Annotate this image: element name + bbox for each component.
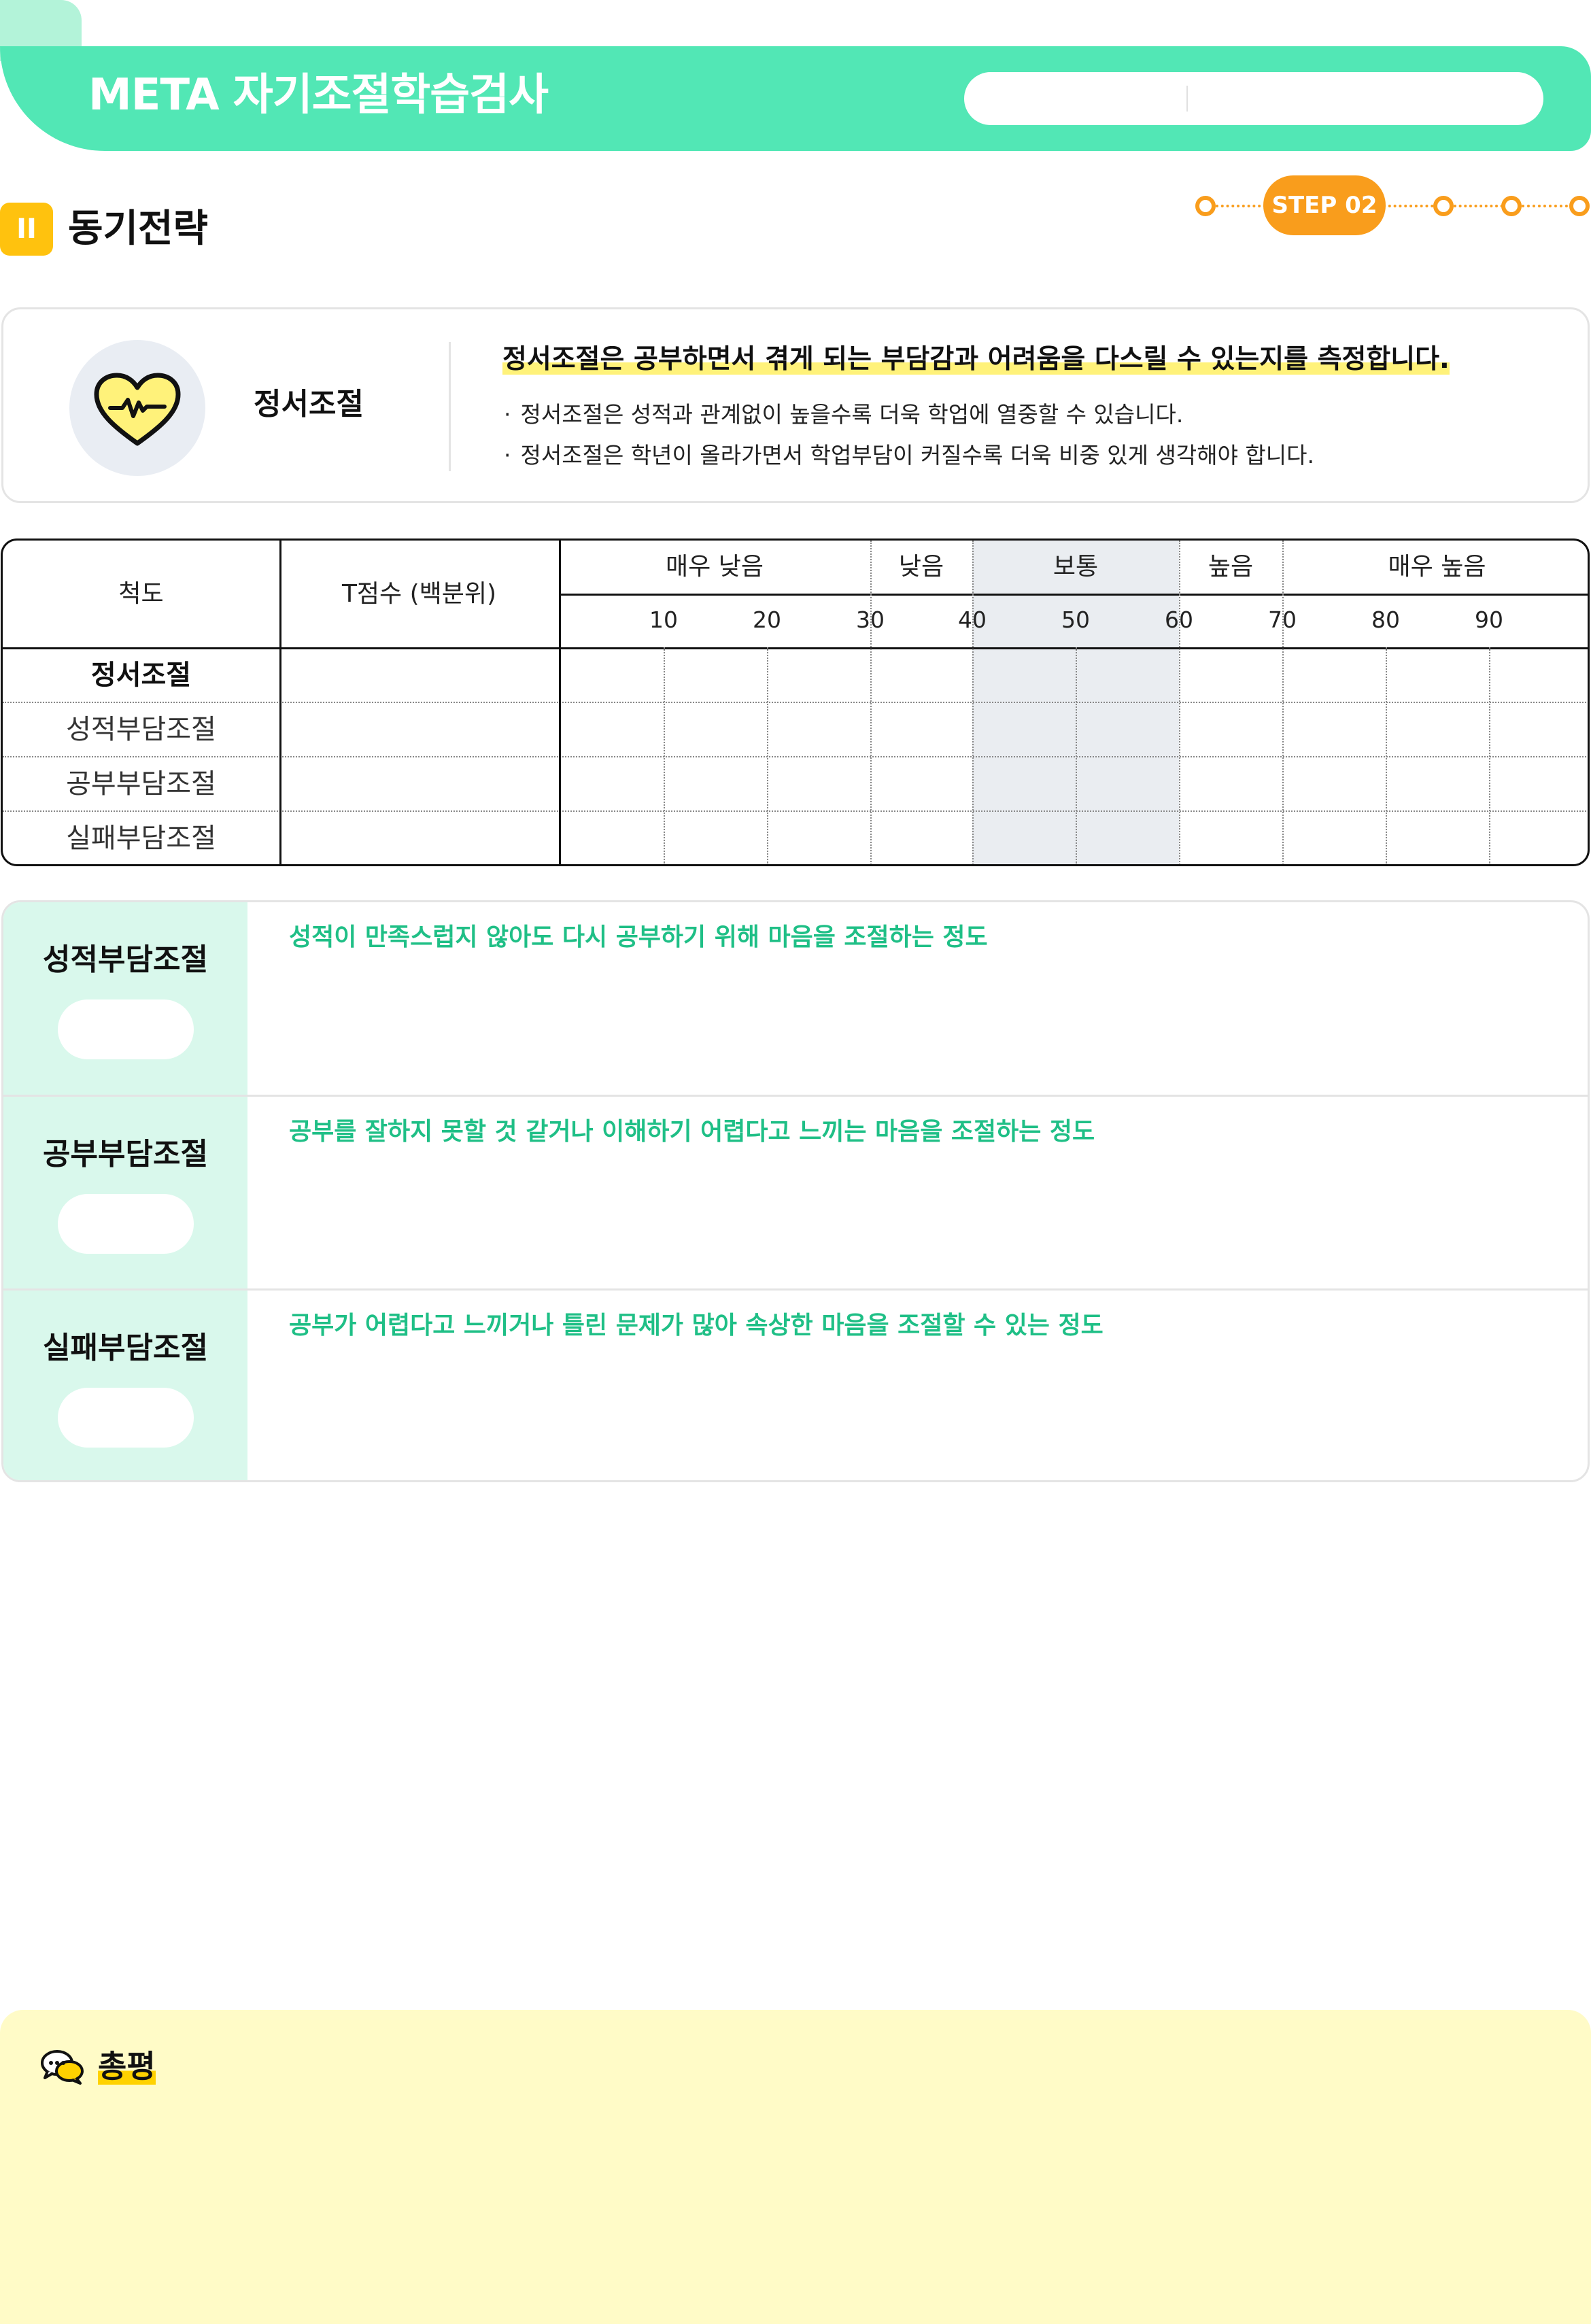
table-rule: [664, 647, 665, 864]
subscale-name: 성적부담조절: [43, 942, 208, 977]
table-rule: [1179, 541, 1180, 864]
step-connector: [1522, 205, 1579, 207]
subscale-name: 공부부담조절: [43, 1137, 208, 1172]
intro-bullet: 정서조절은 학년이 올라가면서 학업부담이 커질수록 더욱 비중 있게 생각해야…: [504, 435, 1315, 476]
tick-label: 20: [753, 606, 781, 633]
step-connector: [1454, 205, 1513, 207]
table-row-label: 정서조절: [90, 660, 192, 691]
intro-card: 정서조절 정서조절은 공부하면서 겪게 되는 부담감과 어려움을 다스릴 수 있…: [1, 307, 1590, 503]
subscale-row: 공부부담조절 공부를 잘하지 못할 것 같거나 이해하기 어렵다고 느끼는 마음…: [3, 1097, 1588, 1289]
intro-bullet: 정서조절은 성적과 관계없이 높을수록 더욱 학업에 열중할 수 있습니다.: [504, 394, 1314, 435]
tick-label: 10: [649, 606, 678, 633]
subscale-description: 성적이 만족스럽지 않아도 다시 공부하기 위해 마음을 조절하는 정도: [289, 923, 988, 951]
table-rule: [1386, 647, 1387, 864]
heart-pulse-icon: [94, 373, 181, 446]
level-high: 높음: [1208, 553, 1254, 581]
summary-title: 총평: [98, 2048, 156, 2085]
col-header-scale: 척도: [118, 580, 164, 608]
table-rule: [1282, 541, 1284, 864]
step-connector: [1216, 205, 1266, 207]
summary-section: 총평: [0, 2010, 1591, 2324]
step-current: STEP 02: [1263, 175, 1386, 235]
level-very-high: 매우 높음: [1388, 553, 1486, 581]
subscale-row: 성적부담조절 성적이 만족스럽지 않아도 다시 공부하기 위해 마음을 조절하는…: [3, 902, 1588, 1095]
section-title: 동기전략: [68, 207, 209, 251]
subscale-score-pill: [58, 1388, 194, 1448]
table-rule: [3, 756, 1588, 757]
tick-label: 90: [1475, 606, 1503, 633]
table-row-label: 성적부담조절: [66, 714, 216, 745]
table-rule: [559, 541, 561, 864]
table-rule: [767, 647, 768, 864]
table-rule: [559, 594, 1588, 596]
step-dot-4: [1501, 196, 1522, 216]
step-dot-1: [1195, 196, 1216, 216]
header-info-field: [964, 72, 1543, 125]
intro-divider: [449, 342, 451, 471]
subscale-name: 실패부담조절: [43, 1331, 208, 1365]
table-rule: [972, 541, 974, 864]
col-header-tscore: T점수 (백분위): [341, 580, 497, 608]
table-row-label: 실패부담조절: [66, 823, 216, 854]
level-low: 낮음: [898, 553, 944, 581]
step-dot-3: [1433, 196, 1454, 216]
table-rule: [1489, 647, 1490, 864]
tick-label: 70: [1268, 606, 1297, 633]
chat-bubbles-icon: [41, 2050, 84, 2085]
tick-label: 30: [856, 606, 885, 633]
subscale-divider: [3, 1288, 1588, 1291]
intro-bullets: 정서조절은 성적과 관계없이 높을수록 더욱 학업에 열중할 수 있습니다. 정…: [504, 394, 1315, 476]
tick-label: 40: [958, 606, 987, 633]
subscale-score-pill: [58, 1194, 194, 1254]
level-very-low: 매우 낮음: [666, 553, 764, 581]
subscale-description: 공부를 잘하지 못할 것 같거나 이해하기 어렵다고 느끼는 마음을 조절하는 …: [289, 1118, 1095, 1146]
table-rule: [870, 541, 872, 864]
subscale-card: 성적부담조절 성적이 만족스럽지 않아도 다시 공부하기 위해 마음을 조절하는…: [1, 900, 1590, 1482]
header-info-divider: [1186, 86, 1188, 112]
tick-label: 80: [1371, 606, 1400, 633]
intro-icon-circle: [69, 340, 205, 476]
table-row-label: 공부부담조절: [66, 768, 216, 800]
page-title: META 자기조절학습검사: [88, 70, 549, 120]
subscale-name-column: [3, 902, 247, 1480]
subscale-score-pill: [58, 999, 194, 1059]
step-dot-5: [1569, 196, 1590, 216]
intro-headline: 정서조절은 공부하면서 겪게 되는 부담감과 어려움을 다스릴 수 있는지를 측…: [502, 344, 1450, 375]
score-table: 척도 T점수 (백분위) 매우 낮음 낮음 보통 높음 매우 높음 10 20 …: [1, 539, 1590, 866]
tick-label: 60: [1165, 606, 1193, 633]
level-average: 보통: [1053, 553, 1099, 581]
intro-scale-label: 정서조절: [254, 387, 364, 422]
table-rule: [1076, 647, 1077, 864]
subscale-divider: [3, 1095, 1588, 1097]
subscale-row: 실패부담조절 공부가 어렵다고 느끼거나 틀린 문제가 많아 속상한 마음을 조…: [3, 1291, 1588, 1480]
table-rule: [3, 702, 1588, 703]
table-rule: [3, 810, 1588, 812]
tick-label: 50: [1061, 606, 1090, 633]
subscale-description: 공부가 어렵다고 느끼거나 틀린 문제가 많아 속상한 마음을 조절할 수 있는…: [289, 1312, 1104, 1339]
table-rule: [3, 647, 1588, 649]
table-rule: [279, 541, 281, 864]
section-number-badge: II: [0, 203, 53, 256]
step-connector: [1383, 205, 1444, 207]
